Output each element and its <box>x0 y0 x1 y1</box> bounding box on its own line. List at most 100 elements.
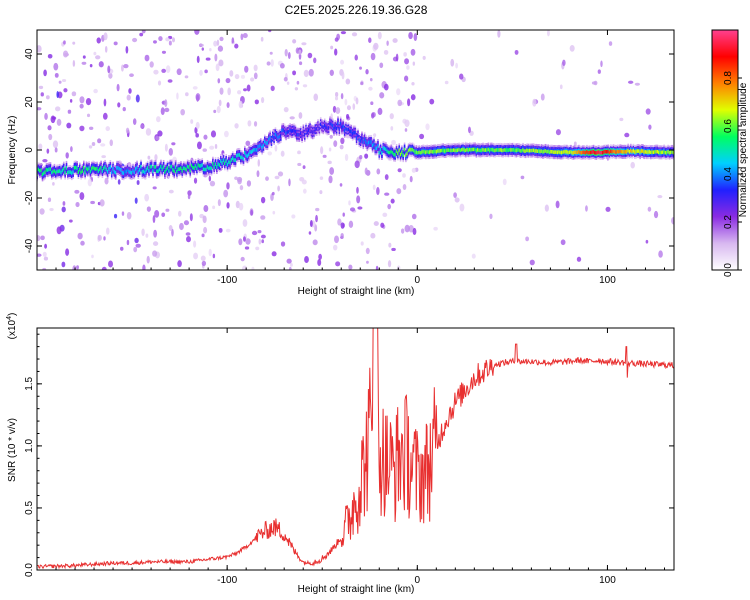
spectrogram-ridge-cell <box>560 150 563 155</box>
spectrogram-ridge-cell <box>118 167 121 171</box>
spectrogram-speckle <box>145 128 152 136</box>
spectrogram-speckle <box>132 118 137 126</box>
spectrogram-ridge-cell <box>650 150 652 155</box>
spectrogram-speckle <box>195 133 199 138</box>
spectrogram-speckle <box>544 204 549 212</box>
spectrogram-speckle <box>412 227 417 236</box>
spectrogram-ridge-cell <box>60 170 62 175</box>
spectrogram-ridge-cell <box>68 170 70 174</box>
spectrogram-ridge-cell <box>659 150 661 155</box>
spectrogram-ridge-cell <box>556 150 559 155</box>
spectrogram-ridge-cell <box>117 166 120 170</box>
spectrogram-speckle <box>101 155 106 159</box>
spectrogram-speckle <box>308 68 314 77</box>
spectrogram-ridge-cell <box>480 148 483 152</box>
spectrogram-speckle <box>605 206 611 212</box>
spectrogram-ridge-cell <box>264 139 266 144</box>
spectrogram-ridge-cell <box>293 128 295 133</box>
spectrogram-speckle <box>217 45 224 52</box>
spectrogram-speckle <box>193 177 198 184</box>
spectrogram-ridge-cell <box>483 148 486 152</box>
spectrogram-ridge-cell <box>664 150 667 155</box>
spectrogram-speckle <box>260 196 266 204</box>
spectrogram-ridge-cell <box>265 141 267 145</box>
spectrogram-speckle <box>287 52 291 59</box>
spectrogram-ridge-cell <box>184 166 186 171</box>
spectrogram-speckle <box>129 73 134 77</box>
spectrogram-speckle <box>390 198 395 204</box>
spectrogram-ridge-cell <box>453 148 455 152</box>
spectrogram-ridge-cell <box>389 150 391 155</box>
spectrogram-ridge-cell <box>214 162 217 166</box>
spectrogram-ridge-cell <box>357 133 359 138</box>
spectrogram-ridge-cell <box>266 141 269 145</box>
spectrogram-ridge-cell <box>270 139 273 143</box>
spectrogram-speckle <box>69 99 73 103</box>
spectrogram-ridge-cell <box>59 169 61 173</box>
spectrogram-ridge-cell <box>382 146 385 150</box>
spectrogram-speckle <box>327 160 332 165</box>
spectrogram-speckle <box>377 107 383 116</box>
spectrogram-speckle <box>340 59 345 65</box>
spectrogram-speckle <box>298 112 303 119</box>
spectrogram-ridge-cell <box>120 168 122 172</box>
spectrogram-ridge-cell <box>347 127 350 132</box>
spectrogram-speckle <box>384 174 389 181</box>
spectrogram-speckle <box>234 73 240 80</box>
spectrogram-ridge-cell <box>403 147 406 152</box>
spectrogram-ridge-cell <box>598 150 600 154</box>
spectrogram-speckle <box>107 65 111 74</box>
spectrogram-speckle <box>165 37 170 42</box>
spectrogram-speckle <box>37 107 42 111</box>
spectrogram-speckle <box>322 154 327 158</box>
spectrogram-ridge-cell <box>538 149 540 153</box>
spectrogram-ridge-cell <box>395 149 398 153</box>
spectrogram-speckle <box>355 97 359 105</box>
spectrogram-speckle <box>391 139 396 146</box>
spectrogram-speckle <box>217 78 221 84</box>
spectrogram-speckle <box>267 151 273 156</box>
spectrogram-speckle <box>404 119 410 127</box>
spectrogram-ridge-cell <box>442 148 444 153</box>
spectrogram-speckle <box>122 107 126 112</box>
spectrogram-speckle <box>74 189 80 194</box>
spectrogram-speckle <box>346 113 350 119</box>
spectrogram-ridge-cell <box>287 129 290 134</box>
spectrogram-ridge-cell <box>315 127 318 131</box>
spectrogram-speckle <box>146 206 151 212</box>
spectrogram-speckle <box>225 228 231 233</box>
spectrogram-ridge-cell <box>478 148 480 153</box>
spectrogram-ridge-cell <box>121 171 124 175</box>
spectrogram-y-tick-label: -20 <box>24 190 35 205</box>
spectrogram-speckle <box>156 116 161 123</box>
spectrogram-speckle <box>256 170 260 178</box>
spectrogram-speckle <box>105 227 110 235</box>
spectrogram-speckle <box>201 233 205 238</box>
spectrogram-speckle <box>388 242 392 248</box>
snr-frame <box>36 327 675 571</box>
spectrogram-speckle <box>520 175 525 180</box>
spectrogram-speckle <box>238 202 244 211</box>
spectrogram-speckle <box>40 92 44 97</box>
spectrogram-speckle <box>101 266 107 270</box>
spectrogram-ridge-cell <box>595 151 598 155</box>
spectrogram-speckle <box>307 52 313 59</box>
spectrogram-speckle <box>79 192 85 201</box>
spectrogram-ridge-cell <box>232 156 234 161</box>
spectrogram-speckle <box>645 108 651 115</box>
spectrogram-ridge-cell <box>406 151 409 156</box>
spectrogram-speckle <box>202 215 207 224</box>
spectrogram-ridge-cell <box>67 170 69 175</box>
spectrogram-speckle <box>344 98 348 106</box>
spectrogram-speckle <box>254 99 259 105</box>
spectrogram-speckle <box>258 238 262 245</box>
spectrogram-ridge-cell <box>43 171 45 176</box>
spectrogram-ridge-cell <box>495 148 498 152</box>
spectrogram-speckle <box>88 126 94 130</box>
spectrogram-ridge-cell <box>128 169 130 174</box>
spectrogram-ridge-cell <box>329 121 331 126</box>
spectrogram-ridge-cell <box>373 142 375 147</box>
spectrogram-speckle <box>240 74 246 79</box>
spectrogram-ridge-cell <box>252 149 254 153</box>
snr-y-multiplier-close: ) <box>7 313 18 316</box>
